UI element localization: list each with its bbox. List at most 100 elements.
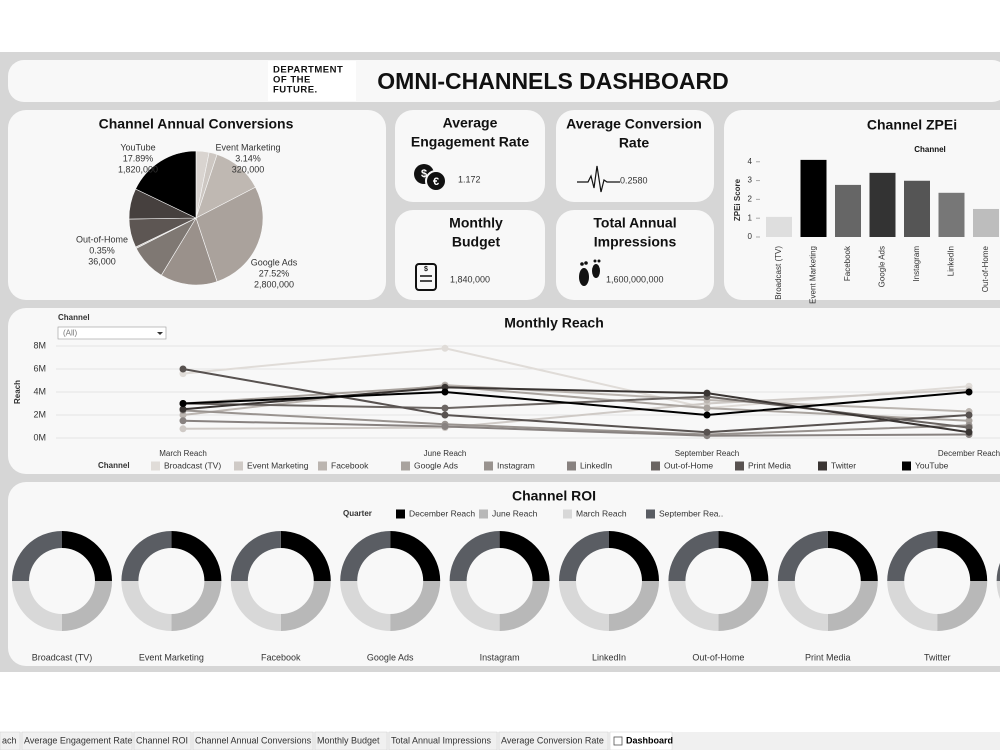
pie-percent: 3.14%: [235, 153, 261, 163]
legend-label: Print Media: [748, 460, 791, 470]
tab[interactable]: [0, 731, 21, 750]
pulse-icon: [577, 165, 620, 193]
data-point: [441, 411, 449, 419]
donut-segment: [340, 531, 391, 581]
filter-dropdown[interactable]: [57, 326, 167, 340]
kpi-card: [395, 210, 545, 300]
donut-segment: [171, 531, 222, 581]
legend-swatch: [735, 461, 744, 471]
data-point: [441, 344, 449, 352]
engagement-icon: $ €: [414, 164, 447, 192]
data-point: [965, 388, 973, 396]
chart-title: Monthly Reach: [504, 315, 604, 331]
y-tick-label: 6M: [33, 363, 46, 373]
bar: [938, 192, 965, 237]
tab[interactable]: [192, 731, 314, 750]
donut-segment: [827, 531, 878, 581]
legend-swatch: [651, 461, 660, 471]
legend-label: Event Marketing: [247, 460, 309, 470]
kpi-title: Rate: [619, 135, 650, 151]
data-point: [179, 400, 187, 407]
kpi-value: 1,840,000: [450, 274, 490, 284]
y-tick-label: 8M: [33, 340, 46, 350]
logo-box: [268, 61, 356, 101]
kpi-value: 1.172: [458, 174, 481, 184]
x-tick-label: Instagram: [912, 246, 921, 282]
svg-text:$: $: [421, 168, 427, 180]
pie-value: 320,000: [232, 164, 265, 174]
legend-label: Out-of-Home: [664, 460, 713, 470]
legend-label: December Reach: [409, 508, 475, 518]
tab-label: ach: [2, 735, 17, 745]
legend-swatch: [318, 461, 327, 471]
donut-label: Event Marketing: [139, 652, 204, 662]
donut-segment: [171, 581, 222, 631]
legend-swatch: [401, 461, 410, 471]
tab-label: Average Engagement Rate: [24, 735, 132, 745]
legend-swatch: [151, 461, 160, 471]
chart-title: Channel Annual Conversions: [99, 116, 294, 132]
y-tick-label: 2M: [33, 409, 46, 419]
legend-label: Instagram: [497, 460, 535, 470]
series-line: [182, 384, 970, 416]
donut-segment: [937, 531, 988, 581]
kpi-value: 0.2580: [620, 175, 648, 185]
x-tick-label: Google Ads: [878, 246, 887, 287]
donut-segment: [996, 581, 1000, 599]
data-point: [703, 389, 711, 397]
donut-segment: [668, 531, 719, 581]
filter-value: (All): [63, 329, 78, 338]
dropdown-arrow: [157, 332, 163, 335]
pie-percent: 0.35%: [89, 245, 115, 255]
donut-segment: [12, 531, 62, 581]
dashboard-title: OMNI-CHANNELS DASHBOARD: [377, 68, 728, 94]
x-tick-label: Out-of-Home: [981, 245, 990, 292]
series-line: [182, 388, 970, 430]
kpi-title: Budget: [452, 234, 501, 250]
kpi-title: Monthly: [449, 215, 503, 231]
data-point: [441, 388, 449, 396]
tab[interactable]: [133, 731, 192, 750]
series-line: [182, 390, 970, 417]
bar: [835, 184, 861, 237]
bar: [869, 172, 896, 237]
bar: [800, 159, 827, 237]
donut-segment: [559, 531, 609, 581]
donut-segment: [718, 531, 769, 581]
logo-text: OF THE: [273, 75, 311, 86]
tab[interactable]: [609, 731, 673, 750]
donut-segment: [718, 581, 769, 631]
tab-label: Total Annual Impressions: [391, 735, 492, 745]
donut-label: Google Ads: [367, 652, 414, 662]
legend-label: March Reach: [576, 508, 627, 518]
x-tick-label: September Reach: [675, 449, 739, 458]
data-point: [703, 411, 711, 419]
donut-segment: [449, 581, 500, 631]
tab[interactable]: [388, 731, 498, 750]
x-tick-label: March Reach: [159, 449, 207, 458]
tab-label: Average Conversion Rate: [501, 735, 604, 745]
series-line: [182, 385, 970, 422]
pie-value: 1,820,000: [118, 164, 158, 174]
tab[interactable]: [314, 731, 388, 750]
donut-segment: [121, 581, 172, 631]
x-tick-label: December Reach: [938, 449, 1000, 458]
legend-label: Google Ads: [414, 460, 458, 470]
kpi-title: Average: [443, 115, 498, 131]
pie-label: YouTube: [120, 142, 155, 152]
tab-icon: [613, 736, 623, 746]
donut-label: Out-of-Home: [692, 652, 744, 662]
tab[interactable]: [498, 731, 609, 750]
legend-label: September Rea..: [659, 508, 723, 518]
document-icon: $: [415, 263, 437, 291]
legend-label: LinkedIn: [580, 460, 612, 470]
tab[interactable]: [21, 731, 133, 750]
tab-label: Dashboard: [626, 735, 673, 745]
legend-title: Quarter: [343, 509, 372, 518]
donut-segment: [12, 581, 62, 631]
donut-segment: [280, 531, 331, 581]
legend-swatch: [396, 509, 405, 519]
legend-swatch: [567, 461, 576, 471]
series-line: [182, 368, 970, 434]
data-point: [441, 423, 449, 430]
